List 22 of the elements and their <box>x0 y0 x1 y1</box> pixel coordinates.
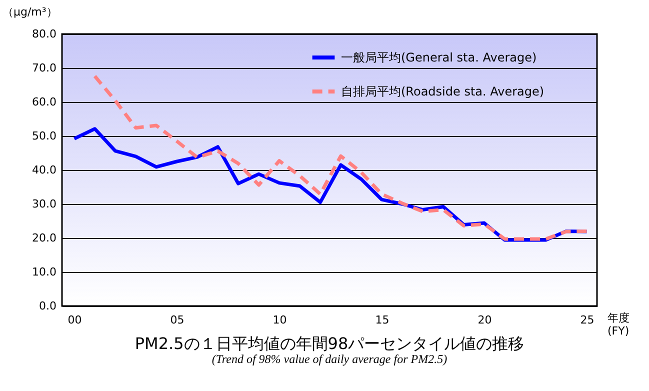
y-tick-label: 10.0 <box>32 266 56 278</box>
x-axis-title: 年度 (FY) <box>608 312 630 338</box>
y-tick-label: 30.0 <box>32 198 56 210</box>
x-tick-label: 15 <box>375 314 390 326</box>
y-tick-label: 70.0 <box>32 62 56 74</box>
y-tick-label: 20.0 <box>32 232 56 244</box>
x-tick-label: 10 <box>272 314 287 326</box>
x-tick-label: 05 <box>170 314 184 326</box>
text: PM2.5の１日平均値の年間98パーセンタイル値の推移 <box>134 334 524 353</box>
y-tick-label: 80.0 <box>32 28 56 40</box>
x-tick-label: 25 <box>580 314 594 326</box>
y-tick-label: 50.0 <box>32 130 56 142</box>
y-axis-title: （μg/m³） <box>2 6 58 18</box>
x-tick-label: 20 <box>478 314 492 326</box>
legend-label: 一般局平均(General sta. Average) <box>341 50 537 64</box>
legend-label: 自排局平均(Roadside sta. Average) <box>341 84 544 98</box>
x-tick-label: 00 <box>68 314 82 326</box>
y-tick-label: 40.0 <box>32 164 56 176</box>
y-tick-label: 0.0 <box>39 300 56 312</box>
line-series <box>93 74 588 241</box>
text: (Trend of 98% value of daily average for PM2.5) <box>212 352 448 366</box>
y-tick-label: 60.0 <box>32 96 56 108</box>
